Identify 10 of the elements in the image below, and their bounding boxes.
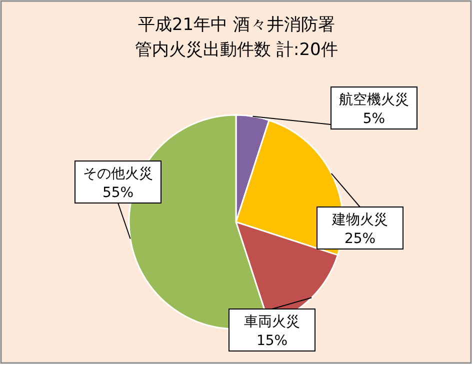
data-label: 25% <box>344 231 376 247</box>
data-label: 55% <box>102 185 134 201</box>
slice-label: 航空機火災 <box>339 92 409 108</box>
chart-subtitle: 管内火災出動件数 計:20件 <box>135 40 338 60</box>
slice-label: 車両火災 <box>244 314 300 330</box>
slice-label: その他火災 <box>83 166 153 182</box>
data-label: 5% <box>362 111 386 127</box>
data-label: 15% <box>256 333 288 349</box>
chart-title: 平成21年中 酒々井消防署 <box>138 15 336 35</box>
slice-label: 建物火災 <box>331 212 388 228</box>
